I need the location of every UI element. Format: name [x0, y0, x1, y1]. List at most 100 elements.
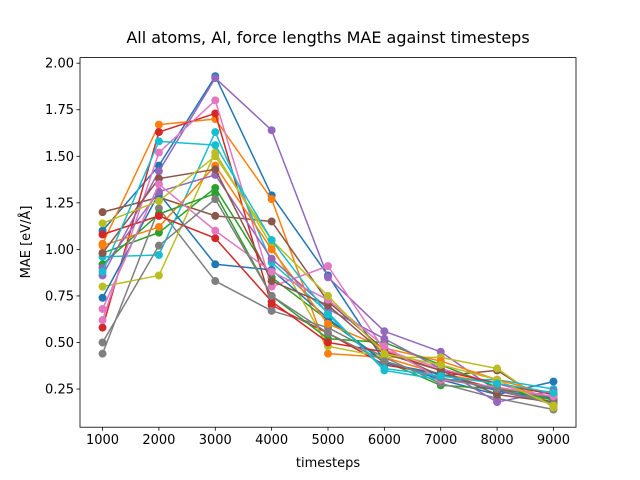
point-marker	[493, 379, 502, 388]
point-marker	[154, 250, 163, 259]
point-marker	[380, 342, 389, 351]
series-line	[101, 183, 554, 398]
point-marker	[324, 273, 332, 282]
y-tick-label: 1.00	[45, 243, 74, 258]
point-marker	[98, 282, 107, 291]
point-marker	[267, 291, 276, 300]
point-marker	[211, 234, 220, 243]
series-line	[101, 168, 554, 403]
point-marker	[493, 390, 502, 399]
point-marker	[493, 385, 502, 394]
point-marker	[154, 180, 163, 189]
point-marker	[211, 141, 220, 150]
point-marker	[154, 167, 163, 176]
point-marker	[98, 219, 107, 228]
point-marker	[154, 223, 163, 232]
point-marker	[380, 327, 389, 336]
point-marker	[211, 260, 220, 269]
point-marker	[211, 211, 220, 220]
point-marker	[324, 301, 332, 310]
point-marker	[98, 349, 107, 358]
point-marker	[98, 230, 107, 239]
point-marker	[380, 349, 389, 358]
point-marker	[436, 360, 445, 369]
point-marker	[493, 364, 502, 373]
point-marker	[267, 195, 276, 204]
point-marker	[267, 126, 276, 135]
point-marker	[324, 262, 332, 271]
x-tick-label: 3000	[199, 433, 232, 448]
x-tick-label: 8000	[481, 433, 514, 448]
point-marker	[211, 96, 220, 105]
point-marker	[154, 120, 163, 129]
point-marker	[98, 338, 107, 347]
point-marker	[324, 329, 332, 338]
point-marker	[549, 388, 558, 397]
point-marker	[154, 196, 163, 205]
y-tick-label: 0.75	[45, 289, 74, 304]
point-marker	[324, 291, 332, 300]
point-marker	[98, 323, 107, 332]
point-marker	[154, 204, 163, 213]
point-marker	[211, 128, 220, 137]
point-marker	[493, 398, 502, 407]
y-tick-label: 0.50	[45, 336, 74, 351]
point-marker	[154, 211, 163, 220]
point-marker	[98, 293, 107, 302]
point-marker	[267, 267, 276, 276]
point-marker	[267, 245, 276, 254]
x-tick-label: 9000	[537, 433, 570, 448]
point-marker	[98, 208, 107, 217]
point-marker	[154, 174, 163, 183]
x-tick-label: 7000	[424, 433, 457, 448]
point-marker	[267, 277, 276, 286]
point-marker	[154, 271, 163, 280]
point-marker	[380, 334, 389, 343]
point-marker	[267, 236, 276, 245]
point-marker	[154, 241, 163, 250]
y-tick-label: 0.25	[45, 383, 74, 398]
point-marker	[380, 357, 389, 366]
y-tick-label: 1.50	[45, 150, 74, 165]
x-tick-label: 2000	[142, 433, 175, 448]
x-tick-label: 5000	[311, 433, 344, 448]
point-marker	[98, 249, 107, 258]
point-marker	[211, 74, 220, 83]
y-tick-label: 1.75	[45, 103, 74, 118]
point-marker	[154, 228, 163, 237]
point-marker	[211, 226, 220, 235]
point-marker	[324, 338, 332, 347]
x-axis-label: timesteps	[296, 456, 360, 471]
point-marker	[211, 152, 220, 161]
y-tick-label: 1.25	[45, 196, 74, 211]
point-marker	[98, 241, 107, 250]
x-tick-label: 4000	[255, 433, 288, 448]
y-tick-label: 2.00	[45, 57, 74, 72]
point-marker	[154, 128, 163, 137]
point-marker	[154, 137, 163, 146]
x-tick-label: 6000	[368, 433, 401, 448]
point-marker	[211, 165, 220, 174]
chart-title: All atoms, Al, force lengths MAE against…	[126, 28, 529, 47]
point-marker	[267, 254, 276, 263]
point-marker	[324, 310, 332, 319]
point-marker	[549, 377, 558, 386]
point-marker	[549, 401, 558, 410]
point-marker	[324, 349, 332, 358]
series-line	[101, 174, 554, 403]
point-marker	[436, 366, 445, 375]
point-marker	[211, 109, 220, 118]
point-marker	[324, 319, 332, 328]
point-marker	[267, 297, 276, 306]
point-marker	[211, 183, 220, 192]
plot-area	[98, 72, 558, 414]
point-marker	[98, 316, 107, 325]
point-marker	[211, 189, 220, 198]
point-marker	[267, 217, 276, 226]
point-marker	[98, 304, 107, 313]
y-axis-label: MAE [eV/Å]	[18, 206, 34, 279]
point-marker	[436, 371, 445, 380]
point-marker	[211, 195, 220, 204]
x-tick-label: 1000	[86, 433, 119, 448]
